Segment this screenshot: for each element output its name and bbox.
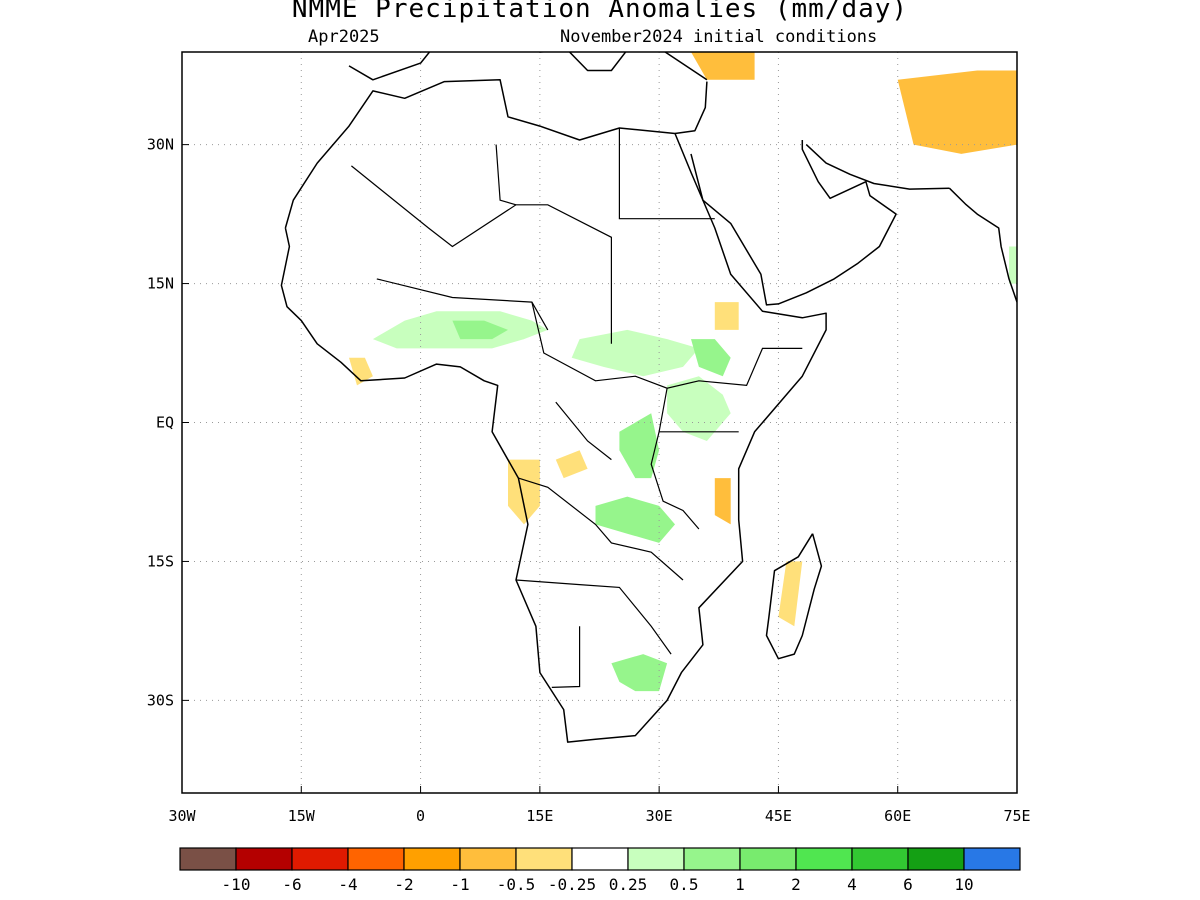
colorbar-swatch — [515, 847, 573, 871]
country-border — [618, 128, 715, 220]
anomaly-congo-basin — [619, 413, 660, 479]
colorbar-swatch — [627, 847, 685, 871]
colorbar-swatch — [403, 847, 461, 871]
colorbar: -10 -6 -4 -2 -1 -0.5 -0.25 0.25 0.5 1 2 4 6 10 — [179, 847, 1021, 894]
map-title: NMME Precipitation Anomalies (mm/day) — [291, 0, 909, 24]
country-border — [351, 165, 613, 344]
colorbar-swatch — [963, 847, 1021, 871]
x-tick-label: 15W — [288, 807, 316, 825]
anomaly-middle-east — [897, 70, 1017, 154]
axis-labels: 30W 15W 0 15E 30E 45E 60E 75E 30N 15N EQ 15S 30S — [147, 136, 1031, 825]
colorbar-swatch — [347, 847, 405, 871]
anomaly-central-sahel — [452, 320, 508, 340]
x-tick-label: 30W — [168, 807, 196, 825]
y-tick-label: 30N — [147, 136, 174, 154]
x-tick-label: 0 — [416, 807, 425, 825]
country-border — [515, 579, 672, 655]
colorbar-label: -1 — [450, 875, 469, 894]
colorbar-label: 6 — [903, 875, 913, 894]
x-tick-label: 45E — [765, 807, 792, 825]
colorbar-swatch — [683, 847, 741, 871]
country-border — [650, 388, 700, 530]
y-tick-label: EQ — [156, 414, 174, 432]
colorbar-label: -10 — [222, 875, 251, 894]
anomaly-central-africa-dry — [555, 450, 588, 479]
plot-frame — [181, 51, 1018, 794]
anomaly-ethiopia — [691, 339, 731, 377]
colorbar-swatch — [459, 847, 517, 871]
colorbar-label: 4 — [847, 875, 857, 894]
anomaly-southern-africa — [611, 654, 668, 692]
mediterranean-north — [348, 52, 708, 81]
anomaly-madagascar — [778, 561, 803, 627]
colorbar-swatch — [795, 847, 853, 871]
x-tick-label: 60E — [884, 807, 911, 825]
country-border — [551, 626, 581, 688]
y-tick-label: 15S — [147, 552, 174, 570]
colorbar-label: -2 — [394, 875, 413, 894]
colorbar-swatch — [851, 847, 909, 871]
grid-lines — [182, 52, 1017, 793]
coastline-layer — [280, 52, 1017, 743]
colorbar-swatch — [571, 847, 629, 871]
country-border — [495, 144, 517, 206]
country-border — [518, 477, 684, 581]
initial-conditions: November2024 initial conditions — [560, 27, 878, 47]
x-tick-label: 15E — [526, 807, 553, 825]
colorbar-label: -0.25 — [548, 875, 596, 894]
colorbar-swatch — [179, 847, 237, 871]
colorbar-label: 0.25 — [609, 875, 648, 894]
india-coastline — [948, 187, 1017, 303]
colorbar-label: -6 — [282, 875, 301, 894]
madagascar-coastline — [765, 533, 823, 660]
country-border — [555, 401, 612, 461]
anomaly-zambia — [595, 496, 675, 543]
mideast-coastline — [674, 81, 708, 135]
colorbar-swatch — [291, 847, 349, 871]
colorbar-swatch — [739, 847, 797, 871]
colorbar-label: -0.5 — [497, 875, 536, 894]
persian-coast — [805, 144, 950, 190]
africa-coastline — [280, 79, 827, 743]
anomaly-south-sudan — [571, 329, 699, 377]
colorbar-label: 0.5 — [670, 875, 699, 894]
anomaly-guinea-coast — [349, 357, 373, 386]
anomaly-angola-coast — [508, 459, 540, 525]
x-tick-label: 75E — [1003, 807, 1030, 825]
colorbar-label: -4 — [338, 875, 357, 894]
colorbar-label: 2 — [791, 875, 801, 894]
y-tick-label: 15N — [147, 275, 174, 293]
valid-month: Apr2025 — [308, 27, 380, 47]
colorbar-label: 1 — [735, 875, 745, 894]
anomaly-arabia-india-edge — [1009, 246, 1017, 284]
anomaly-east-africa — [667, 376, 731, 441]
anomaly-turkey-edge — [691, 52, 755, 80]
anomaly-layer — [349, 52, 1017, 692]
anomaly-ethiopia-dry — [714, 302, 739, 330]
arabia-coastline — [690, 140, 897, 306]
country-border — [376, 278, 549, 331]
x-tick-label: 30E — [646, 807, 673, 825]
colorbar-swatch — [907, 847, 965, 871]
y-tick-label: 30S — [147, 691, 174, 709]
colorbar-label: 10 — [954, 875, 973, 894]
anomaly-tanzania-coast — [714, 478, 731, 525]
colorbar-swatch — [235, 847, 293, 871]
